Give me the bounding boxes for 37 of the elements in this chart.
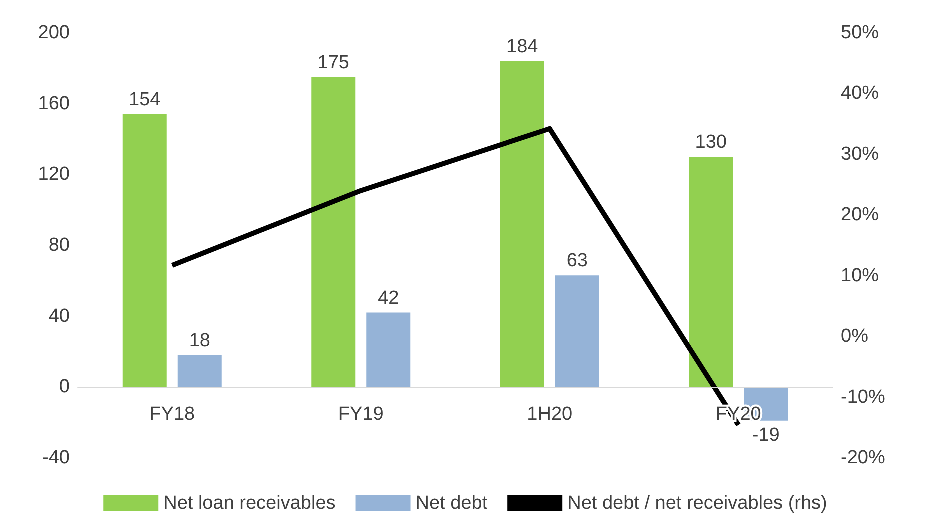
bar [178, 355, 222, 388]
y2-tick-label: 40% [841, 83, 880, 104]
data-label: 130 [695, 132, 727, 153]
y2-tick-label: 0% [841, 326, 869, 348]
legend-label: Net debt / net receivables (rhs) [568, 493, 828, 514]
y-tick-label: 40 [48, 306, 70, 327]
data-label: -19 [752, 424, 780, 446]
y-tick-label: 160 [38, 93, 70, 114]
bar [312, 77, 356, 388]
y2-tick-label: 30% [841, 144, 880, 165]
y2-tick-label: 10% [841, 265, 880, 286]
data-label: 154 [129, 89, 162, 110]
bar [122, 114, 167, 388]
x-tick-label: FY18 [150, 404, 196, 426]
bar [555, 276, 600, 388]
y-tick-label: 0 [59, 376, 70, 398]
bar [366, 312, 411, 388]
data-label: 42 [378, 288, 400, 309]
data-label: 184 [506, 36, 539, 58]
y2-tick-label: 20% [841, 204, 880, 226]
y-tick-label: 200 [38, 22, 70, 44]
bar [689, 156, 734, 388]
y-tick-label: 80 [48, 235, 70, 256]
legend-label: Net debt [416, 493, 488, 514]
y-tick-label: -40 [42, 448, 70, 468]
x-tick-label: FY20 [716, 404, 762, 426]
data-label: 63 [566, 250, 588, 272]
bar [500, 61, 544, 388]
data-label: 175 [318, 52, 350, 74]
legend-label: Net loan receivables [164, 493, 336, 514]
x-tick-label: 1H20 [527, 404, 573, 426]
y2-tick-label: -10% [841, 386, 886, 408]
y-tick-label: 120 [38, 164, 70, 186]
data-label: 18 [189, 330, 210, 352]
x-tick-label: FY19 [338, 404, 384, 426]
y2-tick-label: -20% [841, 448, 886, 468]
y2-tick-label: 50% [841, 22, 880, 44]
